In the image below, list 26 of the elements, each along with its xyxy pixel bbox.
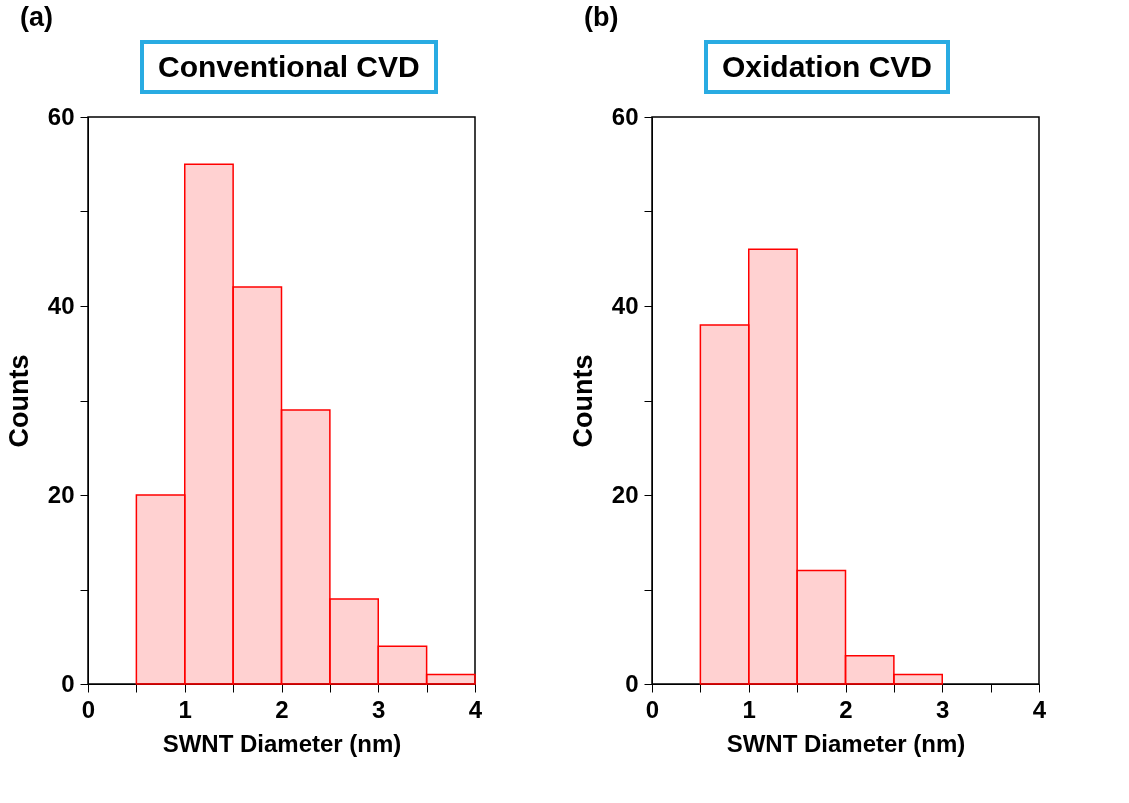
y-axis-title: Counts: [567, 354, 598, 448]
y-tick-label: 60: [611, 102, 639, 130]
x-tick-label: 2: [275, 695, 289, 723]
x-tick-label: 4: [468, 695, 483, 723]
x-tick-label: 1: [178, 695, 192, 723]
y-axis-title: Counts: [3, 354, 34, 448]
y-tick-label: 40: [47, 291, 75, 319]
x-tick-label: 0: [645, 695, 660, 723]
x-tick-label: 3: [936, 695, 950, 723]
y-tick-label: 40: [611, 291, 639, 319]
x-tick-label: 1: [742, 695, 756, 723]
chart-title: Conventional CVD: [140, 40, 438, 94]
x-tick-label: 4: [1032, 695, 1047, 723]
y-tick-label: 0: [625, 669, 639, 697]
text: (b): [584, 2, 619, 33]
x-axis-title: SWNT Diameter (nm): [726, 729, 966, 757]
y-tick-label: 0: [61, 669, 75, 697]
text: (a): [20, 2, 53, 33]
y-tick-label: 20: [47, 480, 75, 508]
y-tick-label: 60: [47, 102, 75, 130]
y-tick-label: 20: [611, 480, 639, 508]
chart-title: Oxidation CVD: [704, 40, 951, 94]
x-tick-label: 0: [81, 695, 96, 723]
x-axis-title: SWNT Diameter (nm): [162, 729, 402, 757]
x-tick-label: 3: [372, 695, 386, 723]
x-tick-label: 2: [839, 695, 853, 723]
